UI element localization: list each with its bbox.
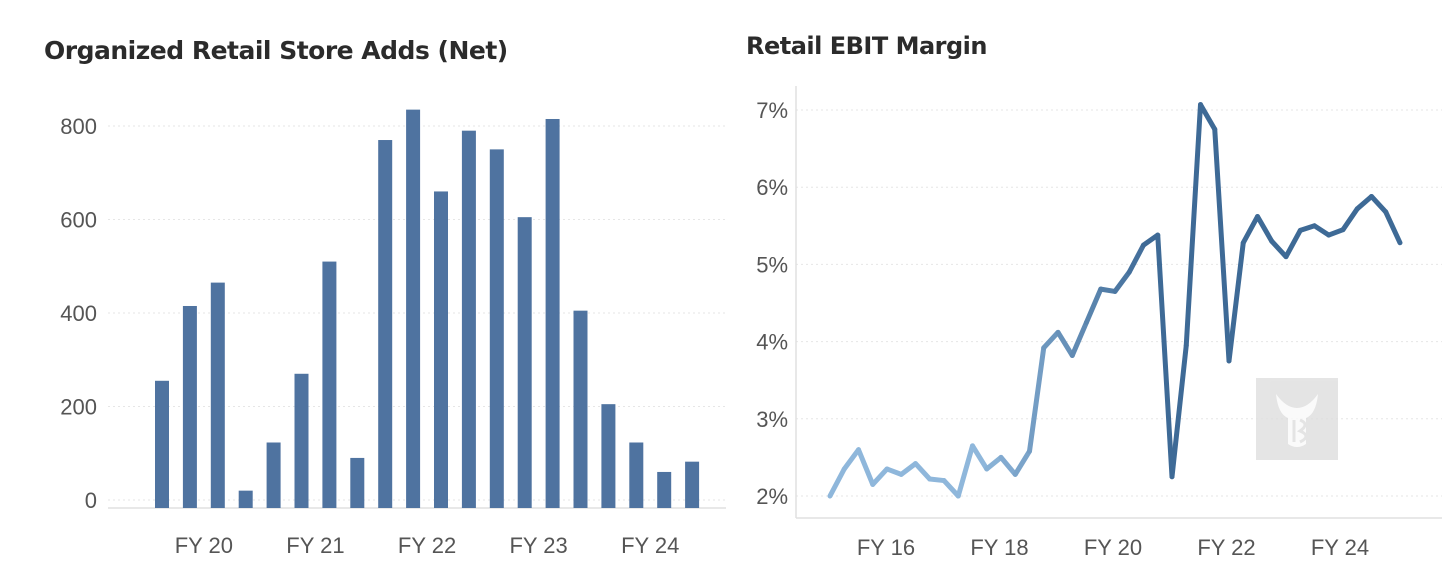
y-tick-label: 2%	[756, 484, 788, 509]
y-tick-label: 600	[60, 208, 97, 233]
line-segment	[1269, 238, 1289, 260]
x-tick-label: FY 20	[1084, 535, 1142, 560]
line-segment	[1369, 193, 1389, 215]
line-segment	[1240, 214, 1260, 246]
bar	[378, 140, 393, 508]
line-segment	[1326, 227, 1346, 238]
y-tick-label: 400	[60, 301, 97, 326]
line-segment	[1041, 329, 1061, 351]
line-segment	[870, 466, 890, 487]
x-tick-label: FY 22	[1197, 535, 1255, 560]
line-segment	[827, 466, 847, 499]
y-tick-label: 800	[60, 114, 97, 139]
line-segment	[1183, 102, 1203, 348]
bar	[350, 457, 365, 508]
line-segment	[1255, 214, 1275, 244]
bar	[182, 305, 197, 508]
line-segment	[984, 454, 1004, 472]
bar	[294, 373, 309, 508]
x-tick-label: FY 24	[621, 533, 679, 558]
y-tick-label: 7%	[756, 98, 788, 123]
y-tick-label: 0	[85, 488, 97, 513]
bar	[406, 109, 421, 508]
bar	[461, 130, 476, 509]
bar	[573, 310, 588, 508]
watermark-logo	[1256, 378, 1338, 460]
x-tick-label: FY 20	[175, 533, 233, 558]
line-segment	[841, 447, 861, 472]
line-segment	[1383, 209, 1403, 246]
line-segment	[1354, 193, 1374, 212]
line-segment	[1226, 240, 1246, 364]
ebit-margin-plot: 2% 3% 4% 5% 6% 7% FY 16 FY 18 FY 20 FY 22 FY 24	[756, 86, 1442, 560]
y-tick-label: 4%	[756, 330, 788, 355]
line-segment	[1312, 223, 1332, 238]
x-tick-label: FY 18	[970, 535, 1028, 560]
y-tick-label: 5%	[756, 252, 788, 277]
bar	[657, 471, 672, 508]
bar	[210, 282, 225, 508]
line-segment	[1198, 102, 1218, 132]
y-tick-label: 3%	[756, 407, 788, 432]
bar	[322, 261, 337, 508]
x-tick-label: FY 21	[286, 533, 344, 558]
line-segment	[1212, 126, 1232, 364]
ebit-margin-chart: Retail EBIT Margin 2% 3% 4% 5% 6% 7% FY 16 FY 1…	[730, 0, 1456, 579]
store-adds-chart: Organized Retail Store Adds (Net) 0 200 40…	[44, 36, 726, 558]
line-segment	[913, 461, 933, 482]
bar	[629, 442, 644, 508]
x-tick-label: FY 23	[509, 533, 567, 558]
line-segment	[1084, 286, 1104, 325]
bar	[266, 442, 281, 508]
store-adds-plot: 0 200 400 600 800 FY 20 FY 21 FY 22 FY 23 FY 24	[60, 109, 726, 558]
line-segment	[955, 443, 975, 499]
line-segment	[1069, 319, 1089, 358]
y-tick-label: 200	[60, 395, 97, 420]
line-segment	[1283, 227, 1303, 260]
line-segment	[1340, 206, 1360, 233]
bar	[434, 191, 448, 508]
line-segment	[941, 478, 961, 499]
line-segment	[1155, 232, 1175, 480]
line-segment	[1126, 242, 1146, 275]
line-segment	[1112, 269, 1132, 294]
chart-title: Organized Retail Store Adds (Net)	[44, 36, 508, 65]
line-segment	[998, 454, 1018, 477]
line-segment	[1027, 345, 1047, 454]
line-segment	[970, 443, 990, 472]
bar	[601, 404, 616, 508]
bar	[517, 217, 532, 508]
line-segment	[1055, 329, 1075, 358]
line-segment	[1012, 448, 1032, 477]
y-tick-label: 6%	[756, 175, 788, 200]
x-tick-label: FY 22	[398, 533, 456, 558]
bar	[489, 149, 504, 508]
bar	[545, 118, 560, 509]
x-tick-label: FY 24	[1311, 535, 1369, 560]
x-tick-label: FY 16	[857, 535, 915, 560]
line-segment	[898, 461, 918, 477]
bar	[238, 490, 253, 508]
line-segment	[1169, 342, 1189, 480]
line-segment	[856, 447, 876, 487]
bar	[155, 380, 169, 508]
line-segment	[884, 466, 904, 477]
bar	[685, 461, 700, 508]
chart-title: Retail EBIT Margin	[746, 32, 987, 60]
